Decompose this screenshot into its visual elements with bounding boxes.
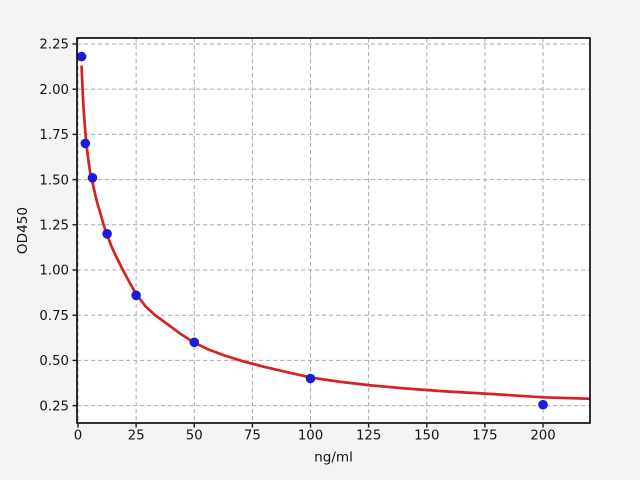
y-tick-label: 1.00 <box>39 264 69 279</box>
gridlines <box>77 38 590 423</box>
data-point <box>538 399 548 410</box>
y-tick-label: 0.50 <box>39 354 69 369</box>
x-tick-label: 25 <box>128 429 145 444</box>
y-tick-label: 2.25 <box>39 38 69 53</box>
y-tick-label: 0.25 <box>39 399 69 414</box>
data-point <box>189 337 200 348</box>
x-tick-label: 50 <box>186 429 203 444</box>
data-points-layer <box>76 51 548 410</box>
x-axis-label: ng/ml <box>314 450 353 466</box>
y-axis-label: OD450 <box>15 207 31 254</box>
axis-ticks: 0 25 50 75 100 125 150 175 200 0.25 0.50 0.75 1.00 1.… <box>39 38 555 444</box>
x-tick-label: 200 <box>530 429 555 444</box>
x-tick-label: 150 <box>414 429 439 444</box>
y-tick-label: 2.00 <box>39 83 69 98</box>
data-point <box>80 138 91 149</box>
data-point <box>102 229 112 239</box>
y-tick-label: 1.75 <box>39 128 69 143</box>
data-point <box>131 290 141 301</box>
data-point <box>76 51 87 62</box>
y-tick-label: 1.25 <box>39 219 69 234</box>
plot-area-background <box>77 38 590 423</box>
axes-spines <box>76 37 591 424</box>
data-point <box>305 373 316 384</box>
y-tick-label: 1.50 <box>39 173 69 188</box>
x-tick-label: 125 <box>356 429 381 444</box>
x-tick-label: 100 <box>298 429 323 444</box>
y-tick-label: 0.75 <box>39 309 69 324</box>
x-tick-label: 0 <box>74 429 82 444</box>
x-tick-label: 75 <box>244 429 261 444</box>
x-tick-label: 175 <box>472 429 497 444</box>
data-point <box>87 173 98 183</box>
